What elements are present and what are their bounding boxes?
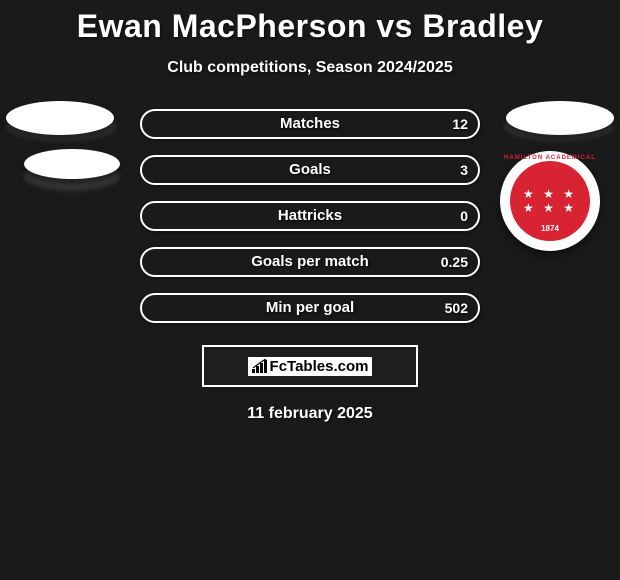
- stat-row-goals: Goals 3: [0, 155, 620, 189]
- stats-area: HAMILTON ACADEMICAL ★ ★ ★ ★ ★ ★ 1874 Mat…: [0, 109, 620, 327]
- stat-label: Goals: [142, 157, 478, 183]
- stat-bar: Goals 3: [140, 155, 480, 185]
- stat-label: Min per goal: [142, 295, 478, 321]
- footer-inner: FcTables.com: [248, 357, 373, 376]
- stat-row-gpm: Goals per match 0.25: [0, 247, 620, 281]
- date-text: 11 february 2025: [0, 405, 620, 423]
- footer-brand-box[interactable]: FcTables.com: [202, 345, 418, 387]
- stat-right-value: 12: [452, 111, 468, 137]
- stat-label: Goals per match: [142, 249, 478, 275]
- stat-right-value: 502: [445, 295, 468, 321]
- stat-row-hattricks: Hattricks 0: [0, 201, 620, 235]
- stat-right-value: 0: [460, 203, 468, 229]
- stat-bar: Min per goal 502: [140, 293, 480, 323]
- comparison-widget: Ewan MacPherson vs Bradley Club competit…: [0, 0, 620, 423]
- badge-stars-row1: ★ ★ ★: [523, 187, 577, 201]
- bar-chart-icon: [252, 359, 270, 373]
- stat-label: Matches: [142, 111, 478, 137]
- footer-text: FcTables.com: [270, 358, 369, 375]
- stat-label: Hattricks: [142, 203, 478, 229]
- stat-right-value: 0.25: [441, 249, 468, 275]
- stat-bar: Hattricks 0: [140, 201, 480, 231]
- stat-row-matches: Matches 12: [0, 109, 620, 143]
- stat-bar: Goals per match 0.25: [140, 247, 480, 277]
- page-title: Ewan MacPherson vs Bradley: [0, 0, 620, 45]
- stat-row-mpg: Min per goal 502: [0, 293, 620, 327]
- stat-right-value: 3: [460, 157, 468, 183]
- stat-bar: Matches 12: [140, 109, 480, 139]
- subtitle: Club competitions, Season 2024/2025: [0, 59, 620, 77]
